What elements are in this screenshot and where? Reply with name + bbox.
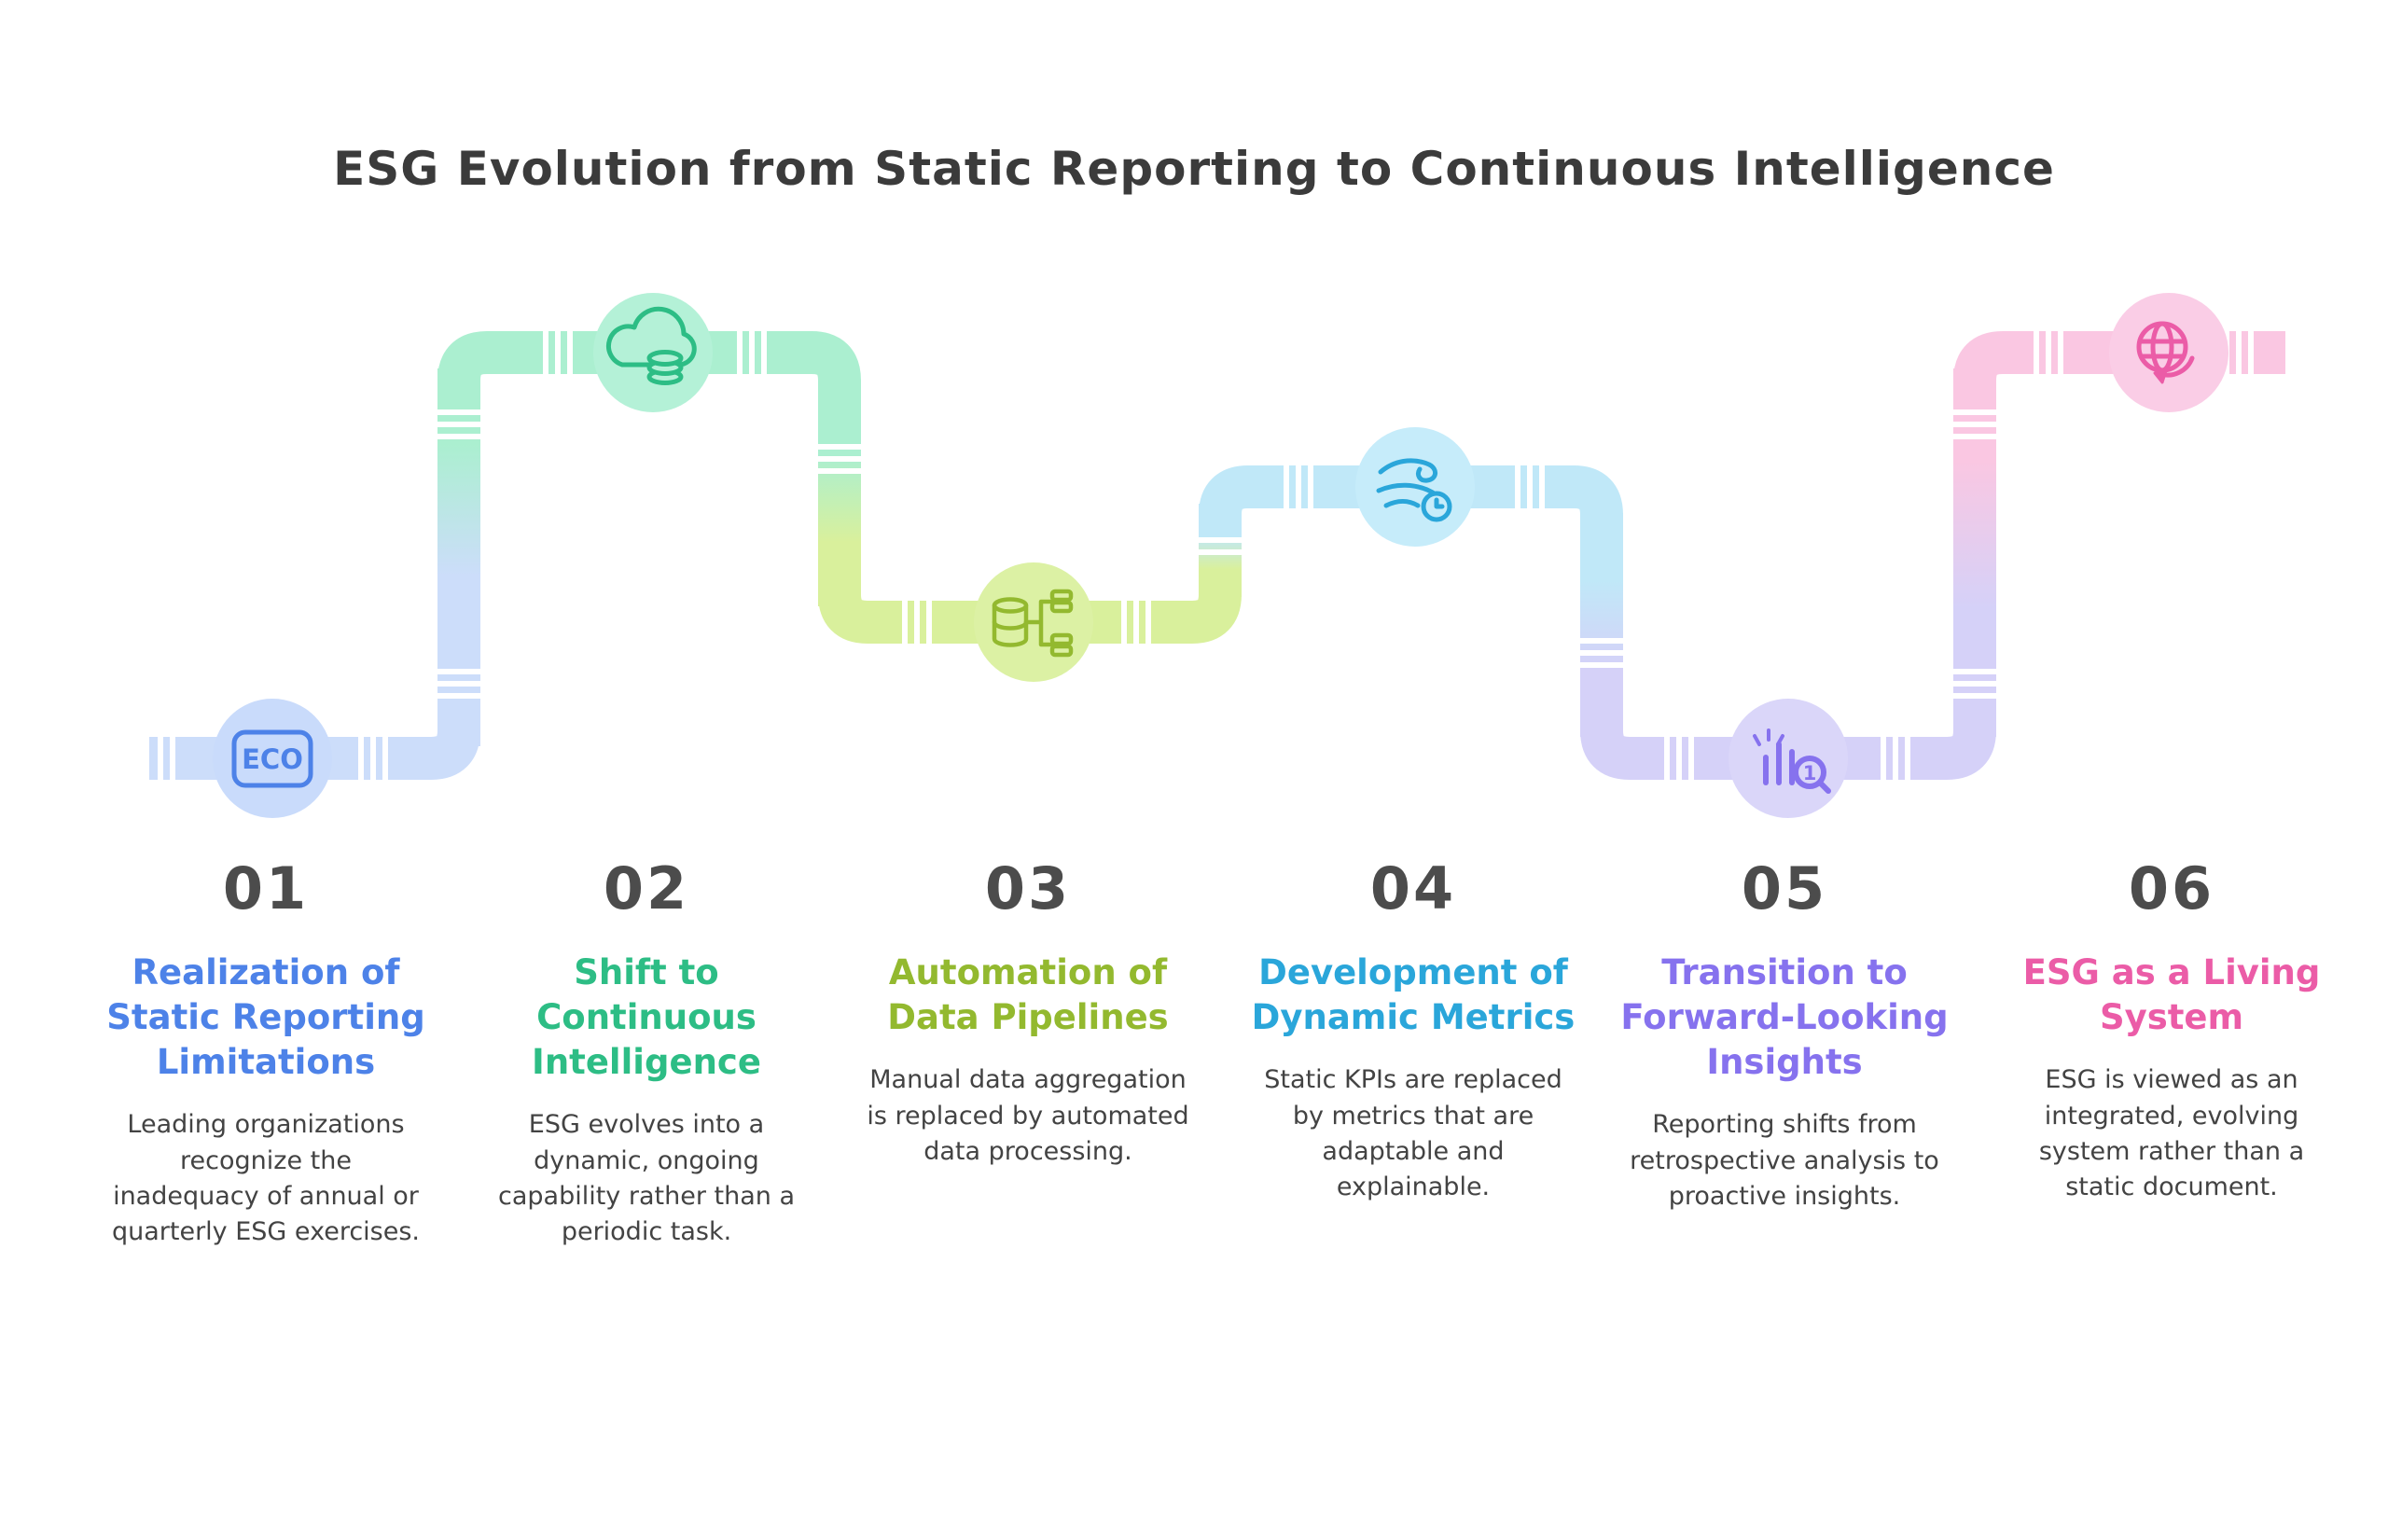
pipe-segment-pink [1953,331,2285,410]
globe-refresh-icon [2136,321,2195,384]
eco-card-label: ECO [242,743,303,775]
step-heading: Transition to Forward-Looking Insights [1620,952,1949,1083]
step-number: 03 [984,854,1072,923]
step-column-4: 04 Development of Dynamic Metrics Static… [1245,854,1581,1206]
eco-card-icon [231,729,313,788]
database-pipeline-icon [992,589,1074,658]
step-description: Leading organizations recognize the inad… [111,1110,421,1247]
bar-chart-magnifier-icon [1753,728,1831,794]
cloud-coins-icon [605,306,697,385]
step-heading: Automation of Data Pipelines [887,952,1169,1038]
step5-node [1729,699,1848,818]
step-column-1: 01 Realization of Static Reporting Limit… [98,854,434,1251]
step-heading: Shift to Continuous Intelligence [532,952,761,1083]
step-description: Static KPIs are replaced by metrics that… [1264,1065,1562,1202]
step-heading: Development of Dynamic Metrics [1251,952,1576,1038]
step-number: 05 [1741,854,1828,923]
step-description: Manual data aggregation is replaced by a… [867,1065,1189,1166]
pipe-risers [437,368,1996,746]
pipeline-diagram: ECO [149,293,2285,818]
wind-gauge-icon [1376,458,1452,522]
step-number: 02 [603,854,690,923]
step-number: 06 [2128,854,2215,923]
step1-node [213,699,332,818]
step-heading: Realization of Static Reporting Limitati… [106,952,425,1083]
step-number: 01 [222,854,310,923]
magnifier-number-label: 1 [1803,762,1817,784]
pipe-joints [158,322,2254,789]
pipe-segment-blue [149,709,480,780]
step-description: ESG is viewed as an integrated, evolving… [2038,1065,2305,1202]
step-column-2: 02 Shift to Continuous Intelligence ESG … [479,854,814,1251]
step-description: ESG evolves into a dynamic, ongoing capa… [498,1110,795,1247]
step-heading: ESG as a Living System [2022,952,2321,1038]
step-column-3: 03 Automation of Data Pipelines Manual d… [860,854,1196,1170]
step-description: Reporting shifts from retrospective anal… [1630,1110,1939,1211]
step6-node [2109,293,2228,412]
step-column-5: 05 Transition to Forward-Looking Insight… [1617,854,1952,1214]
page-title: ESG Evolution from Static Reporting to C… [333,141,2055,196]
step-number: 04 [1369,854,1457,923]
step-column-6: 06 ESG as a Living System ESG is viewed … [2004,854,2339,1206]
